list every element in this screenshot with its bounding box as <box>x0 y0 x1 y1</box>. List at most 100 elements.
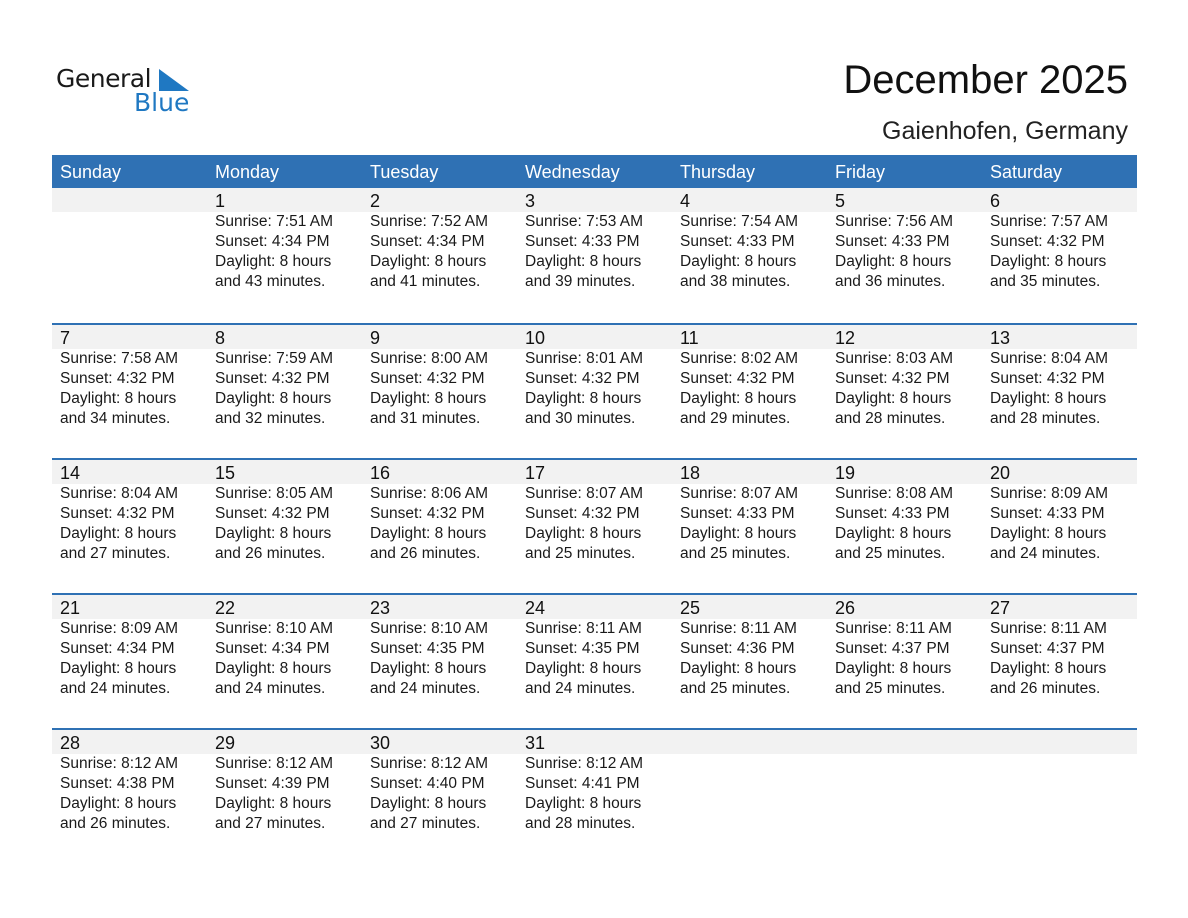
sunset-text: Sunset: 4:34 PM <box>215 640 330 657</box>
minutes-text: and 27 minutes. <box>60 545 171 562</box>
empty-day-cell <box>672 730 827 834</box>
day-number: 3 <box>525 191 536 211</box>
minutes-text: and 43 minutes. <box>215 273 326 290</box>
day-number: 8 <box>215 328 226 348</box>
sunset-text: Sunset: 4:37 PM <box>990 640 1105 657</box>
sunset-text: Sunset: 4:33 PM <box>680 233 795 250</box>
day-number: 14 <box>60 463 81 483</box>
day-cell: 26 Sunrise: 8:11 AM Sunset: 4:37 PM Dayligh… <box>827 595 982 699</box>
day-cell: 11 Sunrise: 8:02 AM Sunset: 4:32 PM Dayligh… <box>672 325 827 429</box>
day-number: 18 <box>680 463 701 483</box>
day-number: 9 <box>370 328 381 348</box>
sunrise-text: Sunrise: 8:08 AM <box>835 485 954 502</box>
day-number: 27 <box>990 598 1011 618</box>
minutes-text: and 30 minutes. <box>525 410 636 427</box>
daylight-text: Daylight: 8 hours <box>60 525 177 542</box>
sunrise-text: Sunrise: 8:11 AM <box>680 620 797 637</box>
sunset-text: Sunset: 4:32 PM <box>60 505 175 522</box>
minutes-text: and 31 minutes. <box>370 410 481 427</box>
daylight-text: Daylight: 8 hours <box>60 660 177 677</box>
day-cell: 21 Sunrise: 8:09 AM Sunset: 4:34 PM Dayligh… <box>52 595 207 699</box>
sunset-text: Sunset: 4:32 PM <box>370 370 485 387</box>
weekday-saturday: Saturday <box>990 162 1063 182</box>
week-row: 1 Sunrise: 7:51 AM Sunset: 4:34 PM Daylight… <box>52 188 1137 323</box>
day-number: 21 <box>60 598 81 618</box>
day-cell: 16 Sunrise: 8:06 AM Sunset: 4:32 PM Dayligh… <box>362 460 517 564</box>
daylight-text: Daylight: 8 hours <box>990 253 1107 270</box>
sunrise-text: Sunrise: 7:52 AM <box>370 213 489 230</box>
weekday-wednesday: Wednesday <box>525 162 620 182</box>
minutes-text: and 26 minutes. <box>215 545 326 562</box>
calendar-grid: Sunday Monday Tuesday Wednesday Thursday Frid… <box>52 155 1137 863</box>
location: Gaienhofen, Germany <box>882 117 1128 145</box>
daylight-text: Daylight: 8 hours <box>990 525 1107 542</box>
sunrise-text: Sunrise: 8:12 AM <box>215 755 334 772</box>
day-number-band <box>52 188 1137 212</box>
sunrise-text: Sunrise: 8:04 AM <box>990 350 1109 367</box>
minutes-text: and 41 minutes. <box>370 273 481 290</box>
empty-day-cell <box>982 730 1137 834</box>
sunrise-text: Sunrise: 8:12 AM <box>60 755 179 772</box>
sunrise-text: Sunrise: 8:09 AM <box>990 485 1109 502</box>
week-cells: 21 Sunrise: 8:09 AM Sunset: 4:34 PM Dayligh… <box>52 595 1137 699</box>
sunset-text: Sunset: 4:35 PM <box>525 640 640 657</box>
sunrise-text: Sunrise: 8:02 AM <box>680 350 799 367</box>
day-number-band <box>52 730 1137 754</box>
minutes-text: and 29 minutes. <box>680 410 791 427</box>
day-cell: 29 Sunrise: 8:12 AM Sunset: 4:39 PM Dayligh… <box>207 730 362 834</box>
sunrise-text: Sunrise: 7:54 AM <box>680 213 799 230</box>
logo-text-general: General <box>56 64 152 93</box>
minutes-text: and 24 minutes. <box>370 680 481 697</box>
sunset-text: Sunset: 4:33 PM <box>835 233 950 250</box>
minutes-text: and 24 minutes. <box>525 680 636 697</box>
daylight-text: Daylight: 8 hours <box>990 390 1107 407</box>
sunset-text: Sunset: 4:32 PM <box>525 505 640 522</box>
daylight-text: Daylight: 8 hours <box>215 660 332 677</box>
minutes-text: and 25 minutes. <box>680 545 791 562</box>
daylight-text: Daylight: 8 hours <box>370 525 487 542</box>
week-row: 14 Sunrise: 8:04 AM Sunset: 4:32 PM Dayligh… <box>52 458 1137 593</box>
daylight-text: Daylight: 8 hours <box>370 253 487 270</box>
empty-day-cell <box>52 188 207 292</box>
day-number-band <box>52 460 1137 484</box>
daylight-text: Daylight: 8 hours <box>215 525 332 542</box>
daylight-text: Daylight: 8 hours <box>215 253 332 270</box>
daylight-text: Daylight: 8 hours <box>370 390 487 407</box>
sunset-text: Sunset: 4:33 PM <box>525 233 640 250</box>
day-cell: 20 Sunrise: 8:09 AM Sunset: 4:33 PM Dayligh… <box>982 460 1137 564</box>
daylight-text: Daylight: 8 hours <box>215 795 332 812</box>
day-cell: 28 Sunrise: 8:12 AM Sunset: 4:38 PM Dayligh… <box>52 730 207 834</box>
daylight-text: Daylight: 8 hours <box>680 525 797 542</box>
sunrise-text: Sunrise: 8:12 AM <box>525 755 644 772</box>
day-cell: 7 Sunrise: 7:58 AM Sunset: 4:32 PM Daylight… <box>52 325 207 429</box>
sunrise-text: Sunrise: 8:11 AM <box>990 620 1107 637</box>
sunset-text: Sunset: 4:32 PM <box>215 370 330 387</box>
sunset-text: Sunset: 4:36 PM <box>680 640 795 657</box>
minutes-text: and 26 minutes. <box>990 680 1101 697</box>
logo-triangle-icon <box>159 69 189 91</box>
sunrise-text: Sunrise: 8:09 AM <box>60 620 179 637</box>
sunset-text: Sunset: 4:41 PM <box>525 775 640 792</box>
sunset-text: Sunset: 4:35 PM <box>370 640 485 657</box>
weekday-header: Sunday Monday Tuesday Wednesday Thursday Frid… <box>52 155 1137 188</box>
day-number: 16 <box>370 463 391 483</box>
sunrise-text: Sunrise: 8:12 AM <box>370 755 489 772</box>
week-cells: 28 Sunrise: 8:12 AM Sunset: 4:38 PM Dayligh… <box>52 730 1137 834</box>
sunset-text: Sunset: 4:32 PM <box>680 370 795 387</box>
minutes-text: and 27 minutes. <box>370 815 481 832</box>
weekday-tuesday: Tuesday <box>370 162 439 182</box>
day-cell: 22 Sunrise: 8:10 AM Sunset: 4:34 PM Dayligh… <box>207 595 362 699</box>
day-cell: 18 Sunrise: 8:07 AM Sunset: 4:33 PM Dayligh… <box>672 460 827 564</box>
page-title: December 2025 <box>843 58 1128 102</box>
daylight-text: Daylight: 8 hours <box>370 795 487 812</box>
day-cell: 14 Sunrise: 8:04 AM Sunset: 4:32 PM Dayligh… <box>52 460 207 564</box>
day-cell: 9 Sunrise: 8:00 AM Sunset: 4:32 PM Daylight… <box>362 325 517 429</box>
sunset-text: Sunset: 4:39 PM <box>215 775 330 792</box>
day-cell: 8 Sunrise: 7:59 AM Sunset: 4:32 PM Daylight… <box>207 325 362 429</box>
daylight-text: Daylight: 8 hours <box>60 390 177 407</box>
day-cell: 5 Sunrise: 7:56 AM Sunset: 4:33 PM Daylight… <box>827 188 982 292</box>
day-cell: 3 Sunrise: 7:53 AM Sunset: 4:33 PM Daylight… <box>517 188 672 292</box>
daylight-text: Daylight: 8 hours <box>525 795 642 812</box>
sunset-text: Sunset: 4:40 PM <box>370 775 485 792</box>
